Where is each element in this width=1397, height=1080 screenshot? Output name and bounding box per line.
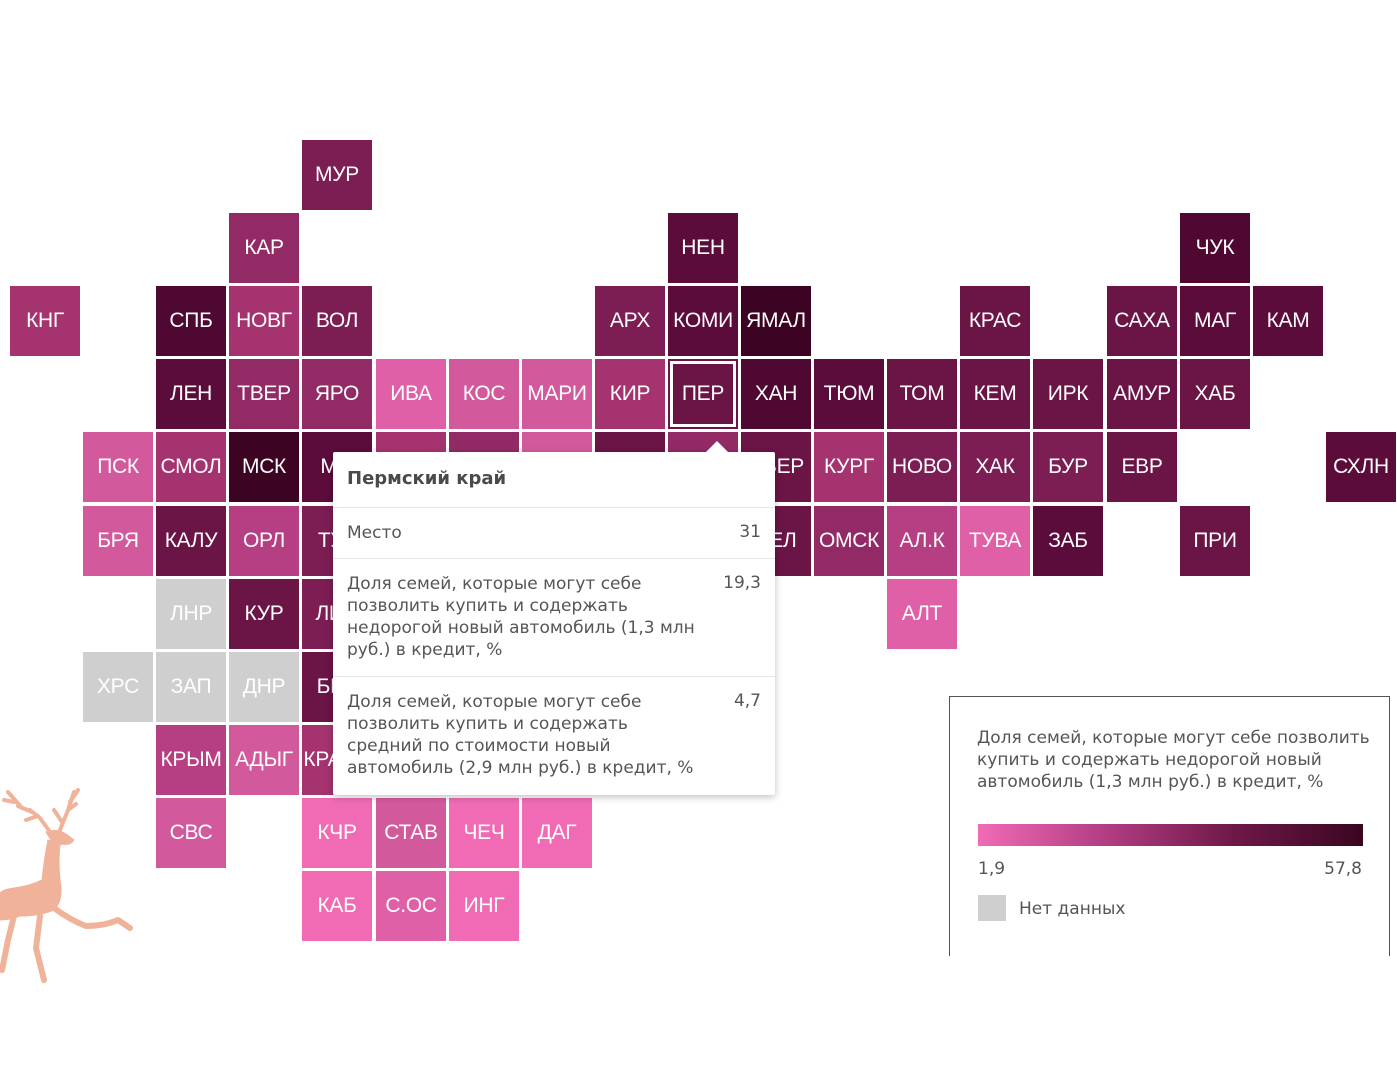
deer-logo-watermark (0, 788, 133, 983)
region-tile[interactable]: ТОМ (887, 359, 957, 429)
region-tile[interactable]: ДНР (229, 652, 299, 722)
region-tile[interactable]: ЯРО (302, 359, 372, 429)
region-tile[interactable]: ЧУК (1180, 213, 1250, 283)
region-tile[interactable]: ЯМАЛ (741, 286, 811, 356)
legend-gradient-bar (978, 824, 1363, 846)
tooltip-cheap-car-value: 19,3 (723, 573, 761, 593)
region-tile[interactable]: НОВГ (229, 286, 299, 356)
region-tile[interactable]: ХАБ (1180, 359, 1250, 429)
region-tile[interactable]: АДЫГ (229, 725, 299, 795)
region-tile[interactable]: АРХ (595, 286, 665, 356)
no-data-label: Нет данных (1019, 899, 1126, 919)
region-tile[interactable]: СМОЛ (156, 432, 226, 502)
tooltip-divider (333, 558, 775, 559)
region-tile[interactable]: С.ОС (376, 871, 446, 941)
region-tile[interactable]: ИНГ (449, 871, 519, 941)
region-tile[interactable]: ЧЕЧ (449, 798, 519, 868)
tooltip-title: Пермский край (347, 468, 507, 489)
region-tile[interactable]: ХАК (960, 432, 1030, 502)
region-tile[interactable]: ОРЛ (229, 506, 299, 576)
region-tile[interactable]: АМУР (1107, 359, 1177, 429)
tooltip-rank-value: 31 (739, 522, 761, 542)
no-data-swatch (978, 895, 1006, 921)
region-tile[interactable]: ПРИ (1180, 506, 1250, 576)
legend-title: Доля семей, которые могут себе позволить… (977, 728, 1370, 792)
region-tile[interactable]: ИРК (1033, 359, 1103, 429)
tooltip-cheap-car-label: Доля семей, которые могут себе позволить… (347, 574, 695, 660)
region-tile[interactable]: САХА (1107, 286, 1177, 356)
region-tile[interactable]: ИВА (376, 359, 446, 429)
region-tile[interactable]: ТЮМ (814, 359, 884, 429)
region-tile[interactable]: ЗАБ (1033, 506, 1103, 576)
region-tile[interactable]: БРЯ (83, 506, 153, 576)
region-tile[interactable]: КУР (229, 579, 299, 649)
region-tile[interactable]: БУР (1033, 432, 1103, 502)
region-tile[interactable]: КАМ (1253, 286, 1323, 356)
region-tile[interactable]: КАР (229, 213, 299, 283)
region-tile[interactable]: КОС (449, 359, 519, 429)
region-tile[interactable]: КИР (595, 359, 665, 429)
region-tile[interactable]: КЧР (302, 798, 372, 868)
legend-max-value: 57,8 (1324, 859, 1362, 879)
region-tile[interactable]: ПЕР (668, 359, 738, 429)
region-tile[interactable]: ЛЕН (156, 359, 226, 429)
region-tile[interactable]: НОВО (887, 432, 957, 502)
region-tile[interactable]: КНГ (10, 286, 80, 356)
tooltip-rank-label: Место (347, 523, 402, 543)
region-tile[interactable]: ХАН (741, 359, 811, 429)
region-tile[interactable]: МАРИ (522, 359, 592, 429)
region-tile[interactable]: СВС (156, 798, 226, 868)
region-tile[interactable]: НЕН (668, 213, 738, 283)
region-tile[interactable]: ЗАП (156, 652, 226, 722)
region-tile[interactable]: ДАГ (522, 798, 592, 868)
tooltip-mid-car-value: 4,7 (733, 691, 761, 711)
region-tile[interactable]: ТУВА (960, 506, 1030, 576)
region-tile[interactable]: СХЛН (1326, 432, 1396, 502)
region-tile[interactable]: ТВЕР (229, 359, 299, 429)
tooltip-mid-car-label: Доля семей, которые могут себе позволить… (347, 692, 694, 778)
tooltip-divider (333, 676, 775, 677)
region-tile[interactable]: СПБ (156, 286, 226, 356)
region-tile[interactable]: ЕВР (1107, 432, 1177, 502)
region-tile[interactable]: КРЫМ (156, 725, 226, 795)
region-tile[interactable]: МУР (302, 140, 372, 210)
region-tile[interactable]: КОМИ (668, 286, 738, 356)
tooltip-divider (333, 507, 775, 508)
region-tile[interactable]: КУРГ (814, 432, 884, 502)
region-tile[interactable]: КАЛУ (156, 506, 226, 576)
region-tile[interactable]: ПСК (83, 432, 153, 502)
region-tile[interactable]: КАБ (302, 871, 372, 941)
region-tile[interactable]: КЕМ (960, 359, 1030, 429)
legend-min-value: 1,9 (978, 859, 1006, 879)
region-tile[interactable]: МСК (229, 432, 299, 502)
region-tile[interactable]: ЛНР (156, 579, 226, 649)
region-tile[interactable]: ХРС (83, 652, 153, 722)
region-tile[interactable]: КРАС (960, 286, 1030, 356)
tooltip-arrow (705, 441, 729, 453)
region-tooltip: Пермский край Место 31 Доля семей, котор… (333, 441, 775, 795)
region-tile[interactable]: ОМСК (814, 506, 884, 576)
region-tile[interactable]: ВОЛ (302, 286, 372, 356)
region-tile[interactable]: АЛТ (887, 579, 957, 649)
color-legend: Доля семей, которые могут себе позволить… (949, 696, 1390, 956)
region-tile[interactable]: СТАВ (376, 798, 446, 868)
region-tile[interactable]: МАГ (1180, 286, 1250, 356)
region-tile[interactable]: АЛ.К (887, 506, 957, 576)
